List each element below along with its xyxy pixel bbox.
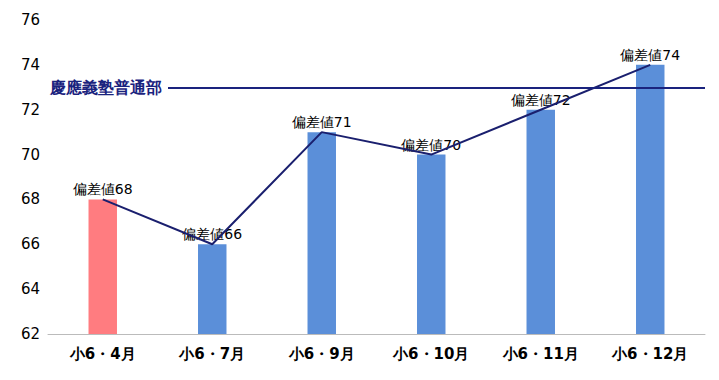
svg-text:68: 68 xyxy=(21,190,40,208)
svg-text:偏差値74: 偏差値74 xyxy=(620,47,680,63)
svg-text:小6・9月: 小6・9月 xyxy=(288,345,355,363)
svg-text:70: 70 xyxy=(21,146,40,164)
svg-text:74: 74 xyxy=(21,56,40,74)
svg-text:偏差値68: 偏差値68 xyxy=(73,181,133,197)
svg-text:小6・4月: 小6・4月 xyxy=(69,345,136,363)
svg-text:小6・12月: 小6・12月 xyxy=(611,345,688,363)
svg-text:64: 64 xyxy=(21,280,40,298)
svg-text:66: 66 xyxy=(21,235,40,253)
svg-text:偏差値66: 偏差値66 xyxy=(182,226,242,242)
svg-text:小6・10月: 小6・10月 xyxy=(392,345,469,363)
svg-text:72: 72 xyxy=(21,101,40,119)
svg-text:偏差値71: 偏差値71 xyxy=(292,114,352,130)
svg-text:76: 76 xyxy=(21,11,40,29)
svg-text:62: 62 xyxy=(21,325,40,343)
svg-text:慶應義塾普通部: 慶應義塾普通部 xyxy=(49,78,162,97)
svg-text:偏差値72: 偏差値72 xyxy=(511,92,571,108)
svg-text:偏差値70: 偏差値70 xyxy=(401,136,462,153)
svg-text:小6・7月: 小6・7月 xyxy=(178,345,245,363)
svg-text:小6・11月: 小6・11月 xyxy=(502,345,579,363)
